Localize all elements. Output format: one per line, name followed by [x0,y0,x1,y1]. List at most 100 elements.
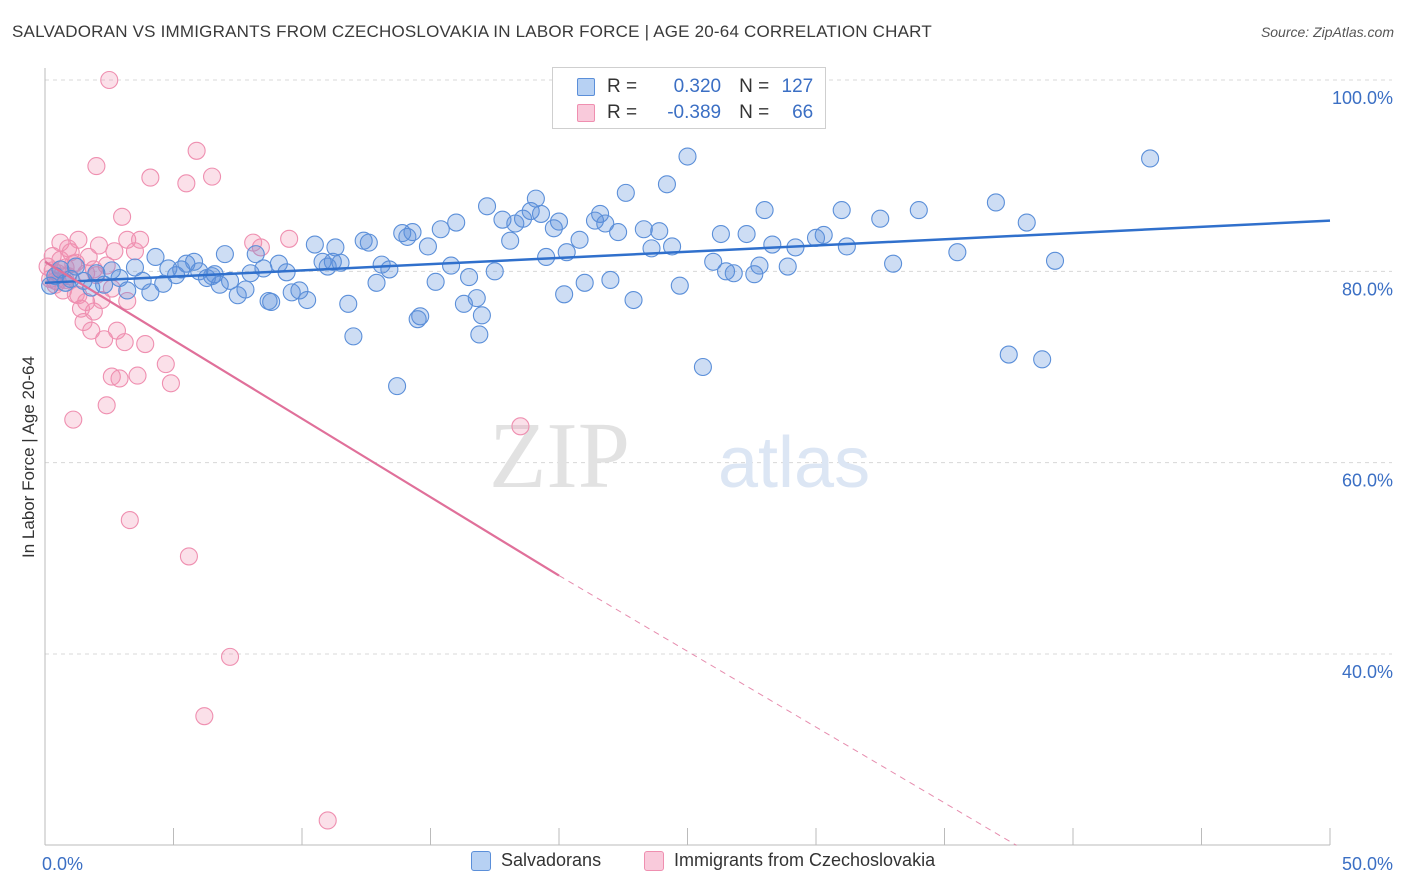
salvadoran-point [298,290,317,310]
x-tick-label: 0.0% [42,854,83,874]
legend-r-value: -0.389 [667,102,722,123]
source-label: Source: ZipAtlas.com [1260,24,1394,40]
trend-lines [44,219,1331,846]
salvadoran-point [431,220,450,239]
salvadoran-point [344,327,363,346]
czechoslovakia-point [511,417,530,436]
salvadoran-point [531,204,551,223]
salvadoran-point [305,235,324,254]
y-axis-label: In Labor Force | Age 20-64 [19,356,38,558]
salvadoran-point [467,289,486,308]
czechoslovakia-point [136,334,155,354]
salvadoran-point [326,238,345,257]
series-label: Salvadorans [501,850,602,870]
salvadoran-point [526,189,545,208]
legend-row-czechoslovakia: R = -0.389 N = 66 [577,101,813,125]
salvadoran-point [254,259,273,278]
salvadoran-point [259,291,278,311]
watermark-atlas: atlas [718,423,870,503]
salvadoran-point [323,252,342,271]
legend-swatch-blue [577,78,595,96]
salvadoran-point [884,254,903,273]
salvadoran-point [1141,149,1160,168]
czechoslovakia-point [59,239,78,258]
czechoslovakia-point [125,242,144,261]
salvadoran-point [591,204,610,223]
salvadoran-point [616,183,635,202]
salvadoran-point [755,201,774,220]
y-tick-label: 60.0% [1342,471,1393,491]
chart-title: SALVADORAN VS IMMIGRANTS FROM CZECHOSLOV… [12,22,932,41]
czechoslovakia-trend-extension [558,575,1017,846]
salvadoran-point [624,290,643,310]
salvadoran-point [380,260,399,279]
series-legend-salvadorans[interactable]: Salvadorans [471,850,601,871]
salvadoran-point [750,256,769,275]
salvadoran-point [670,276,689,295]
salvadoran-point [1033,350,1052,369]
czechoslovakia-point [82,321,101,340]
salvadoran-point [411,307,430,326]
legend-swatch-pink [577,104,595,122]
salvadoran-point [418,237,437,256]
czechoslovakia-point [203,167,222,186]
czechoslovakia-point [161,374,180,393]
czechoslovakia-point [102,367,121,386]
salvadoran-point [537,247,556,267]
czechoslovakia-point [141,168,160,187]
legend-n-value: 127 [781,76,814,97]
czechoslovakia-point [280,229,299,248]
czechoslovakia-point [95,330,114,349]
series-swatch-pink [644,850,664,871]
czechoslovakia-point [97,396,116,415]
salvadoran-point [501,231,520,250]
salvadoran-point [215,245,234,264]
salvadoran-point [388,377,407,396]
czechoslovakia-point [64,410,83,429]
x-tick-label: 50.0% [1342,854,1393,874]
series-label: Immigrants from Czechoslovakia [674,850,936,870]
salvadoran-point [408,310,427,329]
czechoslovakia-point [43,246,62,266]
y-tick-label: 80.0% [1342,279,1393,299]
salvadoran-point [472,306,491,325]
czechoslovakia-point [77,292,96,311]
tick-labels: 40.0% 60.0% 80.0% 100.0% 0.0% 50.0% [42,88,1393,874]
salvadoran-point [118,281,137,300]
legend-n-value: 66 [792,102,814,123]
salvadoran-point [704,252,723,271]
watermark-zip: ZIP [489,404,630,508]
czechoslovakia-point [118,291,137,311]
salvadoran-point [634,220,653,239]
czechoslovakia-point [115,333,134,352]
salvadoran-point [146,247,165,267]
czechoslovakia-point [84,302,103,321]
salvadoran-point [220,271,240,290]
series-legend-czechoslovakia[interactable]: Immigrants from Czechoslovakia [644,850,935,871]
salvadoran-point [459,268,479,287]
czechoslovakia-point [179,547,198,566]
salvadoran-point [806,228,826,247]
salvadoran-point [724,264,743,283]
czechoslovakia-point [195,707,214,726]
salvadoran-point [66,257,85,276]
salvadoran-point [948,243,967,262]
salvadoran-point [745,265,764,284]
legend-r-label: R = [607,102,638,123]
salvadoran-point [609,223,628,242]
salvadoran-point [596,214,615,233]
salvadoran-point [555,285,574,304]
watermark: ZIP atlas [489,404,870,508]
grid-lines [45,79,1392,655]
salvadoran-point [909,201,928,220]
salvadoran-point [999,345,1018,364]
salvadoran-point [778,257,797,276]
czechoslovakia-point [177,174,196,193]
salvadoran-point [716,262,736,281]
czechoslovakia-point [87,157,106,176]
salvadoran-point [650,222,669,241]
salvadoran-point [339,294,358,313]
salvadoran-point [693,357,712,377]
salvadoran-point [570,230,589,249]
